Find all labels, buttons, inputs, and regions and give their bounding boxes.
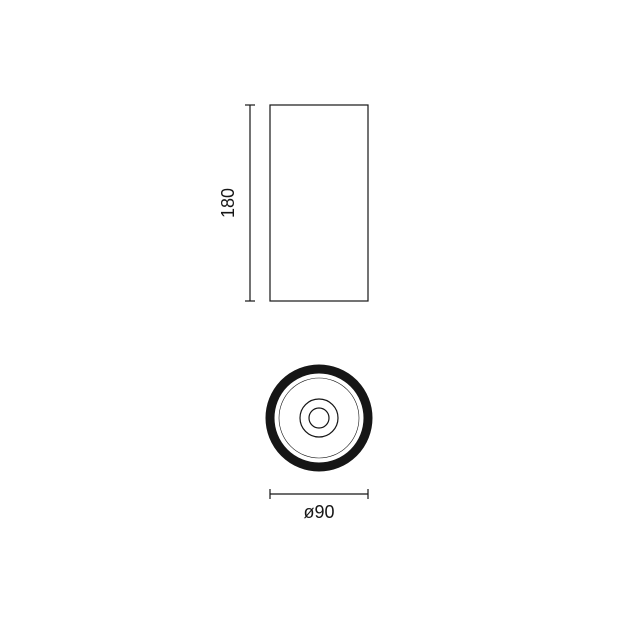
side-view-rect: [270, 105, 368, 301]
height-dim-label: 180: [218, 188, 238, 218]
inner-ring-boundary: [279, 378, 359, 458]
diameter-dim-label: ø90: [303, 502, 334, 522]
technical-diagram: 180 ø90: [0, 0, 620, 620]
height-dimension: 180: [218, 105, 255, 301]
inner-ring-outer: [300, 399, 338, 437]
inner-ring-inner: [309, 408, 329, 428]
diameter-dimension: ø90: [270, 489, 368, 522]
bottom-view-circle: [270, 369, 368, 467]
outer-ring: [270, 369, 368, 467]
